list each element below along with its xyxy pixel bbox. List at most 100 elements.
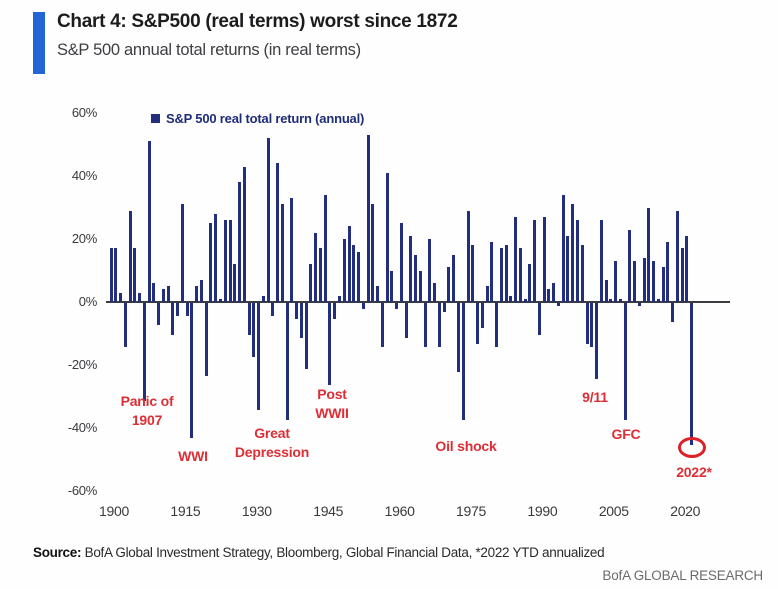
bar	[680, 248, 684, 302]
bar	[342, 239, 346, 302]
bar	[128, 210, 132, 302]
bar	[314, 232, 318, 302]
square-swatch-icon	[151, 114, 160, 123]
bar	[518, 248, 522, 302]
bar	[595, 303, 599, 379]
bar	[409, 235, 413, 302]
bar	[238, 182, 242, 302]
source-label: Source:	[33, 545, 82, 560]
bar	[390, 270, 394, 302]
bar	[357, 251, 361, 302]
x-axis-label: 2020	[670, 503, 701, 519]
bar	[337, 295, 341, 302]
bar	[218, 298, 222, 302]
y-axis-label: 40%	[71, 168, 97, 183]
annotation-line: 2022*	[676, 464, 712, 480]
x-axis-label: 1930	[241, 503, 272, 519]
annotation-line: Post	[317, 386, 347, 402]
bar	[533, 220, 537, 302]
annotation-line: Great	[254, 425, 290, 441]
bar	[552, 283, 556, 302]
bar	[556, 303, 560, 307]
y-axis-label: 20%	[71, 231, 97, 246]
annotation-line: 9/11	[582, 389, 608, 405]
bar	[133, 248, 137, 302]
y-axis-label: 0%	[78, 294, 98, 309]
bar	[428, 239, 432, 302]
bar	[204, 303, 208, 376]
bar	[418, 270, 422, 302]
bar	[485, 286, 489, 303]
x-axis-label: 1960	[384, 503, 415, 519]
bar	[123, 303, 127, 348]
bar	[414, 254, 418, 303]
bar	[537, 303, 541, 335]
bar	[323, 194, 327, 302]
annotation-line: Oil shock	[435, 438, 497, 454]
bar	[290, 198, 294, 303]
x-axis-label: 1990	[527, 503, 558, 519]
bar	[147, 141, 151, 302]
bar	[561, 194, 565, 302]
bar	[261, 295, 265, 302]
bar	[571, 204, 575, 302]
bar	[547, 289, 551, 302]
bar	[656, 298, 660, 302]
bar	[109, 248, 113, 302]
bar	[461, 303, 465, 420]
bar	[437, 303, 441, 348]
bar	[633, 261, 637, 302]
bar	[566, 235, 570, 302]
bar	[675, 210, 679, 302]
annotation-line: 1907	[131, 412, 163, 428]
bar	[352, 245, 356, 302]
bar	[318, 248, 322, 302]
annotation-9-11: 9/11	[525, 388, 665, 407]
bar	[371, 204, 375, 302]
bar	[309, 264, 313, 302]
bar	[466, 210, 470, 302]
annotation-line: GFC	[611, 426, 641, 442]
bar	[176, 303, 180, 316]
annotation-great-depression: Great Depression	[202, 424, 342, 462]
bar	[623, 303, 627, 420]
bar	[495, 303, 499, 348]
bar	[285, 303, 289, 420]
bar	[299, 303, 303, 338]
x-axis-label: 2005	[598, 503, 629, 519]
legend: S&P 500 real total return (annual)	[151, 111, 364, 126]
annotation-line: Depression	[234, 444, 310, 460]
bar	[523, 298, 527, 302]
annotation-oil-shock: Oil shock	[396, 437, 536, 456]
bar	[380, 303, 384, 348]
bar	[114, 248, 118, 302]
bar	[647, 207, 651, 302]
bar	[195, 286, 199, 303]
bar	[476, 303, 480, 344]
brand-text: BofA GLOBAL RESEARCH	[602, 568, 763, 583]
bar	[585, 303, 589, 344]
bar	[228, 220, 232, 302]
bar	[166, 286, 170, 303]
bar	[604, 279, 608, 302]
bar	[161, 289, 165, 302]
annotation-line: WWI	[178, 448, 208, 464]
bar	[233, 264, 237, 302]
bar	[637, 303, 641, 307]
bar	[214, 213, 218, 302]
bar	[514, 216, 518, 302]
annotation-gfc: GFC	[556, 425, 696, 444]
bar	[157, 303, 161, 326]
bar	[399, 223, 403, 303]
bar	[599, 220, 603, 302]
page-subtitle: S&P 500 annual total returns (in real te…	[57, 41, 361, 59]
bar	[666, 242, 670, 303]
bar	[452, 254, 456, 303]
bar	[223, 220, 227, 302]
bar	[580, 245, 584, 302]
bar	[652, 261, 656, 302]
x-axis-label: 1975	[456, 503, 486, 519]
bar	[252, 303, 256, 357]
annotation-line: WWII	[315, 405, 349, 421]
bar	[456, 303, 460, 373]
